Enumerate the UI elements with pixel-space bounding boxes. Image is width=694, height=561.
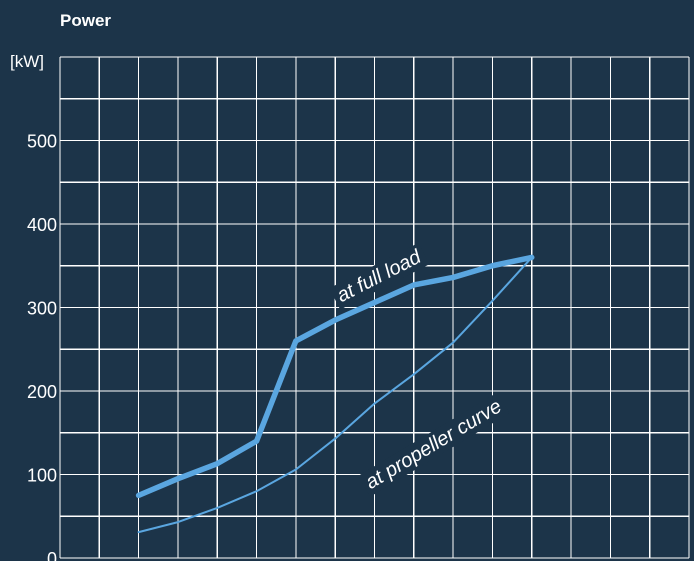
series-label: at propeller curve	[362, 395, 506, 493]
y-tick-label: 100	[27, 466, 57, 486]
y-axis-unit: [kW]	[10, 52, 44, 71]
series-label-background	[357, 392, 510, 497]
y-tick-label: 300	[27, 299, 57, 319]
y-tick-label: 200	[27, 382, 57, 402]
y-tick-label: 0	[47, 549, 57, 561]
y-axis-ticks: 0 100 200 300 400 500	[27, 132, 57, 561]
y-tick-label: 500	[27, 132, 57, 152]
chart-title: Power	[60, 11, 111, 30]
y-tick-label: 400	[27, 215, 57, 235]
series-label-background	[329, 242, 430, 310]
chart-series	[135, 254, 535, 534]
